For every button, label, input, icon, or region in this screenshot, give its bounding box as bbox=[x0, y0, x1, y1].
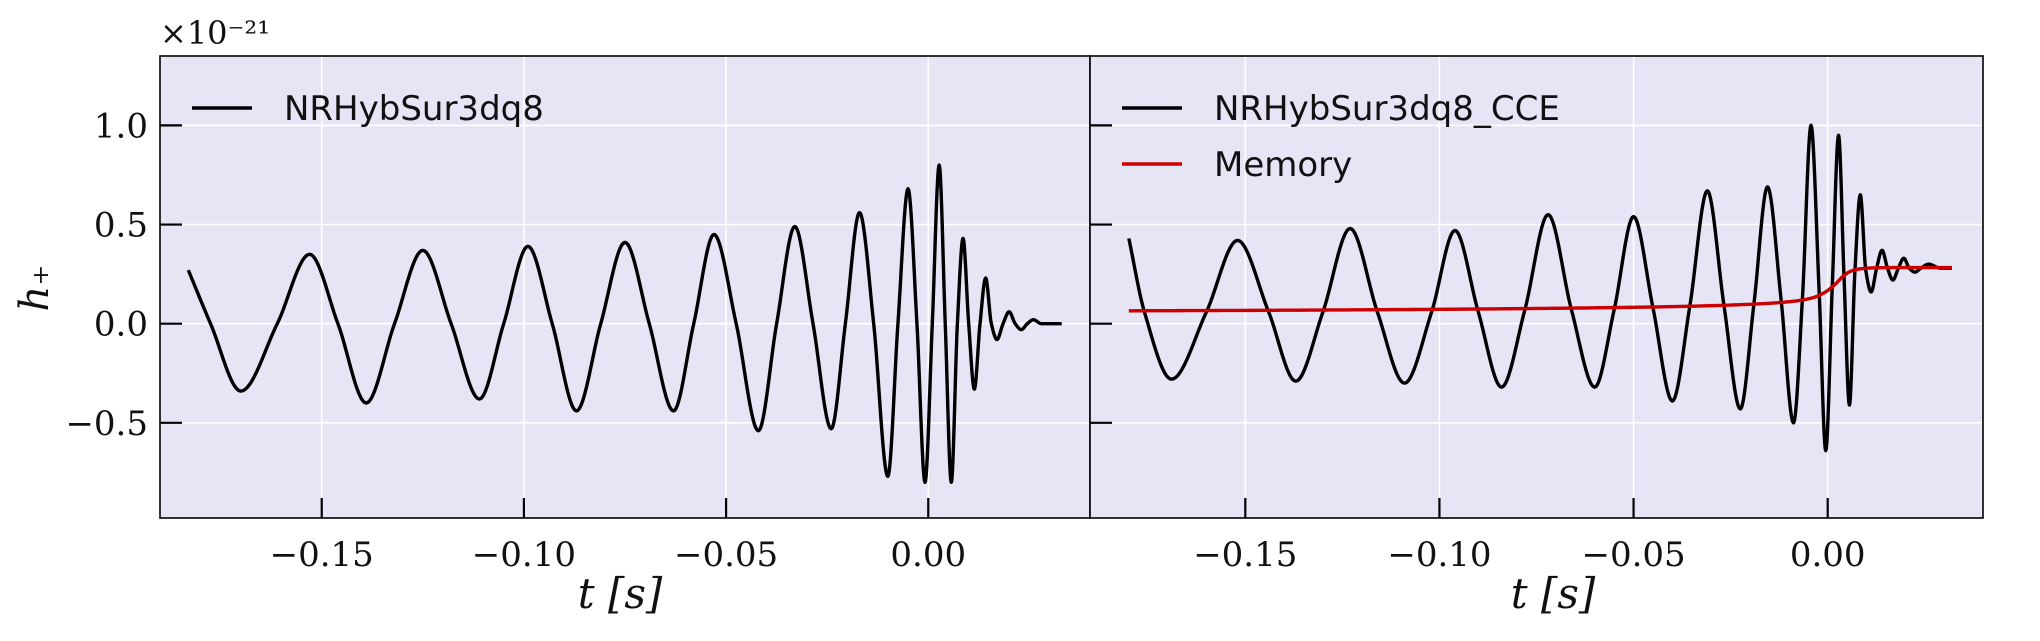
legend-right: NRHybSur3dq8_CCE Memory bbox=[1122, 89, 1560, 185]
panel-nrhybsur3dq8-cce: −0.15 −0.10 −0.05 0.00 NRHybSur3dq8_CCE Memo… bbox=[1089, 55, 1984, 618]
x-tick-label: −0.15 bbox=[270, 535, 374, 575]
series-line-memory bbox=[1128, 265, 1952, 313]
legend-left: NRHybSur3dq8 bbox=[192, 89, 544, 129]
x-axis-label-right: t [s] bbox=[1511, 569, 1596, 618]
y-tick-label: 1.0 bbox=[94, 106, 148, 146]
y-tick-label: 0.0 bbox=[94, 305, 148, 345]
ticks-right: −0.15 −0.10 −0.05 0.00 bbox=[1090, 124, 1866, 575]
ticks-left: −0.15 −0.10 −0.05 0.00 −0.5 0.0 0.5 1.0 bbox=[65, 106, 966, 575]
x-tick-label: −0.10 bbox=[1387, 535, 1491, 575]
x-tick-label: 0.00 bbox=[1790, 535, 1866, 575]
panel-nrhybsur3dq8: −0.15 −0.10 −0.05 0.00 −0.5 0.0 0.5 1.0 NRHybSu… bbox=[65, 55, 1091, 618]
y-tick-label: −0.5 bbox=[65, 404, 148, 444]
x-tick-label: −0.10 bbox=[472, 535, 576, 575]
series-right bbox=[1127, 123, 1953, 453]
x-axis-label-left: t [s] bbox=[578, 569, 663, 618]
legend-label: NRHybSur3dq8_CCE bbox=[1214, 89, 1560, 129]
series-line-nrhybsur3dq8 bbox=[186, 163, 1063, 485]
y-tick-label: 0.5 bbox=[94, 206, 148, 246]
legend-label: NRHybSur3dq8 bbox=[284, 89, 544, 129]
offset-label: ×10⁻²¹ bbox=[160, 14, 270, 52]
y-axis-label: h₊ bbox=[12, 265, 58, 312]
x-tick-label: −0.15 bbox=[1193, 535, 1297, 575]
legend-label: Memory bbox=[1214, 145, 1352, 185]
x-tick-label: 0.00 bbox=[890, 535, 966, 575]
frame-right bbox=[1089, 55, 1984, 519]
x-tick-label: −0.05 bbox=[674, 535, 778, 575]
x-tick-label: −0.05 bbox=[1581, 535, 1685, 575]
series-left bbox=[186, 163, 1063, 485]
